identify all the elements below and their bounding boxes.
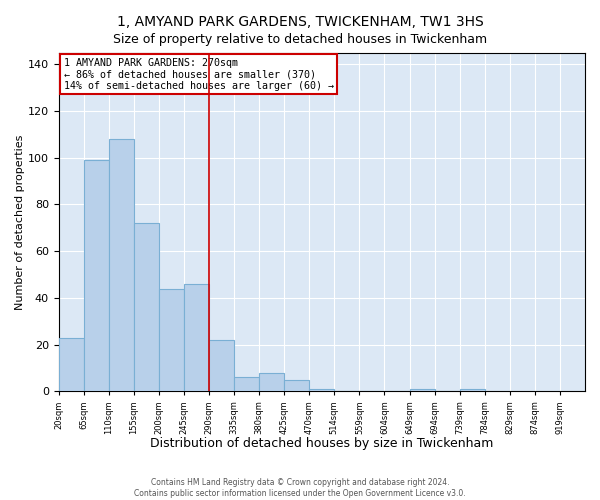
Text: 1 AMYAND PARK GARDENS: 270sqm
← 86% of detached houses are smaller (370)
14% of : 1 AMYAND PARK GARDENS: 270sqm ← 86% of d… [64,58,334,91]
Bar [410,389,434,392]
Text: 1, AMYAND PARK GARDENS, TWICKENHAM, TW1 3HS: 1, AMYAND PARK GARDENS, TWICKENHAM, TW1 … [116,15,484,29]
Bar [134,223,159,392]
Bar [184,284,209,392]
Bar [259,372,284,392]
X-axis label: Distribution of detached houses by size in Twickenham: Distribution of detached houses by size … [150,437,493,450]
Bar [209,340,234,392]
Bar [234,378,259,392]
Text: Size of property relative to detached houses in Twickenham: Size of property relative to detached ho… [113,32,487,46]
Bar [284,380,309,392]
Text: Contains HM Land Registry data © Crown copyright and database right 2024.
Contai: Contains HM Land Registry data © Crown c… [134,478,466,498]
Bar [309,389,334,392]
Y-axis label: Number of detached properties: Number of detached properties [15,134,25,310]
Bar [59,338,83,392]
Bar [159,288,184,392]
Bar [109,139,134,392]
Bar [460,389,485,392]
Bar [83,160,109,392]
